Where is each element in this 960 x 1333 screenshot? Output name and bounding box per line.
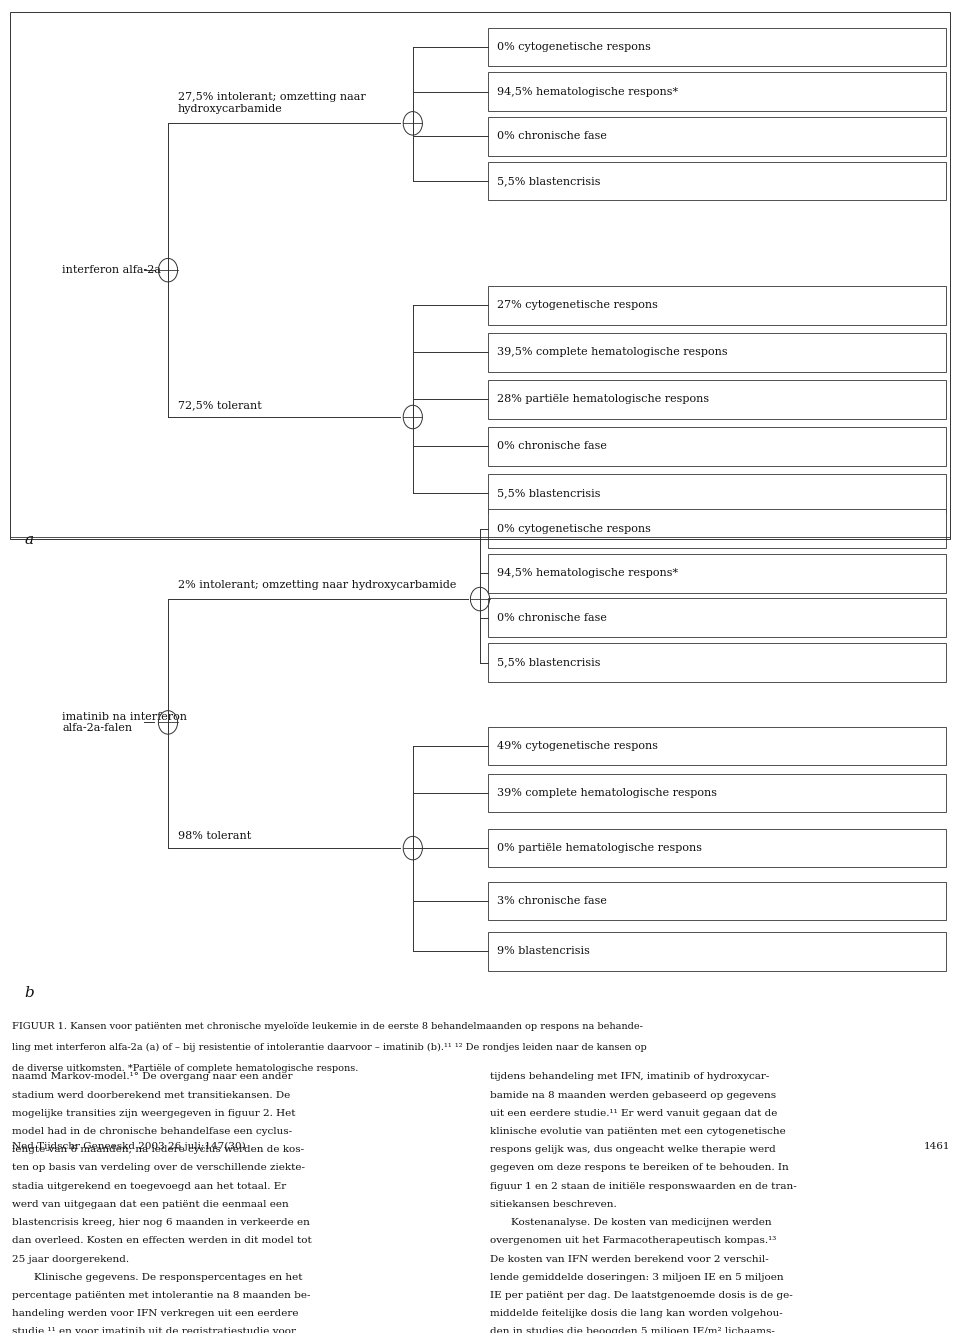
Bar xyxy=(488,72,946,111)
Text: 39,5% complete hematologische respons: 39,5% complete hematologische respons xyxy=(497,348,728,357)
Bar xyxy=(488,475,946,513)
Text: stadium werd doorberekend met transitiekansen. De: stadium werd doorberekend met transitiek… xyxy=(12,1090,291,1100)
Text: overgenomen uit het Farmacotherapeutisch kompas.¹³: overgenomen uit het Farmacotherapeutisch… xyxy=(490,1236,776,1245)
Text: 2% intolerant; omzetting naar hydroxycarbamide: 2% intolerant; omzetting naar hydroxycar… xyxy=(178,580,456,589)
Text: 0% partiële hematologische respons: 0% partiële hematologische respons xyxy=(497,842,703,853)
Text: 27,5% intolerant; omzetting naar
hydroxycarbamide: 27,5% intolerant; omzetting naar hydroxy… xyxy=(178,92,366,113)
Text: De kosten van IFN werden berekend voor 2 verschil-: De kosten van IFN werden berekend voor 2… xyxy=(490,1254,768,1264)
Text: Kostenanalyse. De kosten van medicijnen werden: Kostenanalyse. De kosten van medicijnen … xyxy=(511,1218,771,1228)
Text: 5,5% blastencrisis: 5,5% blastencrisis xyxy=(497,657,601,668)
Text: tijdens behandeling met IFN, imatinib of hydroxycar-: tijdens behandeling met IFN, imatinib of… xyxy=(490,1073,769,1081)
Text: FIGUUR 1. Kansen voor patiënten met chronische myeloïde leukemie in de eerste 8 : FIGUUR 1. Kansen voor patiënten met chro… xyxy=(12,1022,643,1030)
Text: de diverse uitkomsten. *Partiële of complete hematologische respons.: de diverse uitkomsten. *Partiële of comp… xyxy=(12,1064,359,1073)
Text: a: a xyxy=(24,533,34,548)
Text: 0% chronische fase: 0% chronische fase xyxy=(497,131,607,141)
Text: 0% chronische fase: 0% chronische fase xyxy=(497,613,607,623)
Bar xyxy=(488,881,946,920)
Text: 3% chronische fase: 3% chronische fase xyxy=(497,896,607,906)
Text: dan overleed. Kosten en effecten werden in dit model tot: dan overleed. Kosten en effecten werden … xyxy=(12,1236,312,1245)
Text: 5,5% blastencrisis: 5,5% blastencrisis xyxy=(497,488,601,499)
Bar xyxy=(10,12,950,539)
Text: imatinib na interferon
alfa-2a-falen: imatinib na interferon alfa-2a-falen xyxy=(62,712,187,733)
Text: uit een eerdere studie.¹¹ Er werd vanuit gegaan dat de: uit een eerdere studie.¹¹ Er werd vanuit… xyxy=(490,1109,777,1118)
Bar xyxy=(488,333,946,372)
Text: middelde feitelijke dosis die lang kan worden volgehou-: middelde feitelijke dosis die lang kan w… xyxy=(490,1309,782,1318)
Bar xyxy=(488,117,946,156)
Text: klinische evolutie van patiënten met een cytogenetische: klinische evolutie van patiënten met een… xyxy=(490,1128,785,1136)
Bar xyxy=(488,287,946,325)
Text: 0% cytogenetische respons: 0% cytogenetische respons xyxy=(497,41,651,52)
Text: blastencrisis kreeg, hier nog 6 maanden in verkeerde en: blastencrisis kreeg, hier nog 6 maanden … xyxy=(12,1218,310,1228)
Text: den in studies die beoogden 5 miljoen IE/m² lichaams-: den in studies die beoogden 5 miljoen IE… xyxy=(490,1328,775,1333)
Text: respons gelijk was, dus ongeacht welke therapie werd: respons gelijk was, dus ongeacht welke t… xyxy=(490,1145,776,1154)
Text: b: b xyxy=(24,985,34,1000)
Text: lengte van 6 maanden; na iedere cyclus werden de kos-: lengte van 6 maanden; na iedere cyclus w… xyxy=(12,1145,304,1154)
Bar xyxy=(488,380,946,419)
Text: 72,5% tolerant: 72,5% tolerant xyxy=(178,400,261,411)
Bar xyxy=(488,509,946,548)
Text: 39% complete hematologische respons: 39% complete hematologische respons xyxy=(497,788,717,798)
Text: 1461: 1461 xyxy=(924,1142,950,1152)
Text: naamd Markov-model.¹° De overgang naar een ander: naamd Markov-model.¹° De overgang naar e… xyxy=(12,1073,293,1081)
Text: 0% cytogenetische respons: 0% cytogenetische respons xyxy=(497,524,651,533)
Text: stadia uitgerekend en toegevoegd aan het totaal. Er: stadia uitgerekend en toegevoegd aan het… xyxy=(12,1182,287,1190)
Text: figuur 1 en 2 staan de initiële responswaarden en de tran-: figuur 1 en 2 staan de initiële responsw… xyxy=(490,1182,797,1190)
Text: model had in de chronische behandelfase een cyclus-: model had in de chronische behandelfase … xyxy=(12,1128,293,1136)
Text: Ned Tijdschr Geneeskd 2003 26 juli;147(30): Ned Tijdschr Geneeskd 2003 26 juli;147(3… xyxy=(12,1142,246,1152)
Text: studie,¹¹ en voor imatinib uit de registratiestudie voor: studie,¹¹ en voor imatinib uit de regist… xyxy=(12,1328,297,1333)
Bar xyxy=(488,643,946,682)
Text: Klinische gegevens. De responspercentages en het: Klinische gegevens. De responspercentage… xyxy=(34,1273,302,1282)
Text: 98% tolerant: 98% tolerant xyxy=(178,830,251,841)
Text: 49% cytogenetische respons: 49% cytogenetische respons xyxy=(497,741,659,750)
Bar xyxy=(488,28,946,67)
Bar xyxy=(488,773,946,812)
Bar xyxy=(488,726,946,765)
Text: 9% blastencrisis: 9% blastencrisis xyxy=(497,946,590,957)
Bar xyxy=(488,161,946,200)
Text: handeling werden voor IFN verkregen uit een eerdere: handeling werden voor IFN verkregen uit … xyxy=(12,1309,299,1318)
Text: 94,5% hematologische respons*: 94,5% hematologische respons* xyxy=(497,568,679,579)
Text: 28% partiële hematologische respons: 28% partiële hematologische respons xyxy=(497,395,709,404)
Text: werd van uitgegaan dat een patiënt die eenmaal een: werd van uitgegaan dat een patiënt die e… xyxy=(12,1200,289,1209)
Text: 5,5% blastencrisis: 5,5% blastencrisis xyxy=(497,176,601,185)
Bar xyxy=(488,427,946,465)
Bar xyxy=(488,599,946,637)
Text: IE per patiënt per dag. De laatstgenoemde dosis is de ge-: IE per patiënt per dag. De laatstgenoemd… xyxy=(490,1290,792,1300)
Bar xyxy=(488,553,946,593)
Text: gegeven om deze respons te bereiken of te behouden. In: gegeven om deze respons te bereiken of t… xyxy=(490,1164,788,1173)
Text: 0% chronische fase: 0% chronische fase xyxy=(497,441,607,452)
Text: 27% cytogenetische respons: 27% cytogenetische respons xyxy=(497,300,659,311)
Text: sitiekansen beschreven.: sitiekansen beschreven. xyxy=(490,1200,616,1209)
Text: 94,5% hematologische respons*: 94,5% hematologische respons* xyxy=(497,87,679,96)
Text: bamide na 8 maanden werden gebaseerd op gegevens: bamide na 8 maanden werden gebaseerd op … xyxy=(490,1090,776,1100)
Text: lende gemiddelde doseringen: 3 miljoen IE en 5 miljoen: lende gemiddelde doseringen: 3 miljoen I… xyxy=(490,1273,783,1282)
Text: interferon alfa-2a: interferon alfa-2a xyxy=(62,265,161,275)
Text: ten op basis van verdeling over de verschillende ziekte-: ten op basis van verdeling over de versc… xyxy=(12,1164,305,1173)
Text: mogelijke transities zijn weergegeven in figuur 2. Het: mogelijke transities zijn weergegeven in… xyxy=(12,1109,296,1118)
Bar xyxy=(488,829,946,868)
Bar xyxy=(488,932,946,970)
Text: 25 jaar doorgerekend.: 25 jaar doorgerekend. xyxy=(12,1254,130,1264)
Text: percentage patiënten met intolerantie na 8 maanden be-: percentage patiënten met intolerantie na… xyxy=(12,1290,311,1300)
Text: ling met interferon alfa-2a (a) of – bij resistentie of intolerantie daarvoor – : ling met interferon alfa-2a (a) of – bij… xyxy=(12,1044,647,1052)
